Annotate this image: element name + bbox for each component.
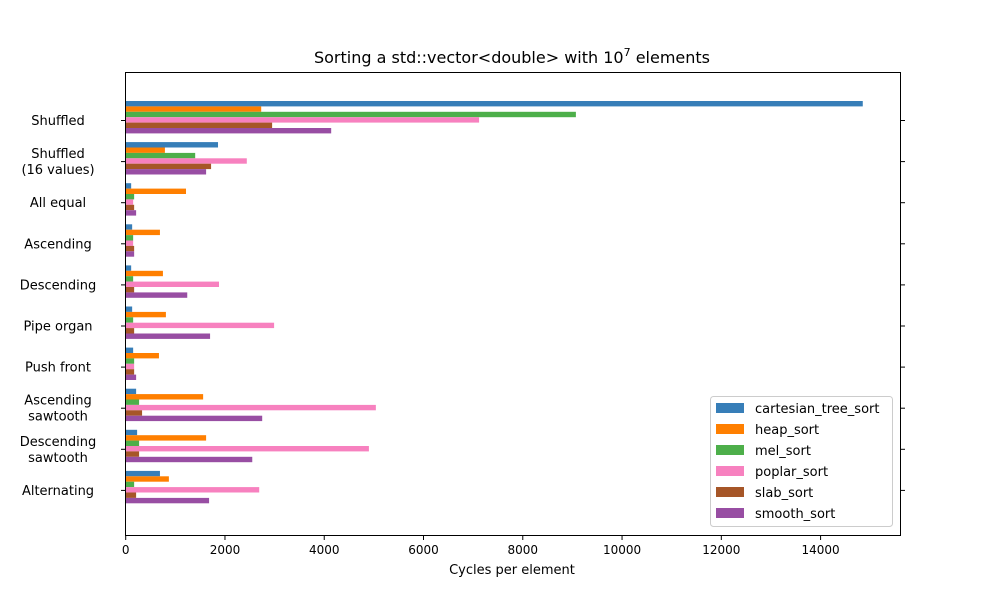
chart-title: Sorting a std::vector<double> with 107 e… — [314, 46, 710, 67]
legend-swatch — [716, 487, 744, 497]
bar-heap_sort-4 — [125, 270, 163, 277]
bar-cartesian_tree_sort-7 — [125, 388, 137, 395]
bar-poplar_sort-5 — [125, 322, 275, 329]
bar-smooth_sort-6 — [125, 374, 137, 380]
bar-slab_sort-9 — [125, 492, 137, 498]
bar-smooth_sort-2 — [125, 210, 137, 216]
legend-label: cartesian_tree_sort — [755, 402, 879, 417]
bar-heap_sort-5 — [125, 311, 166, 318]
bar-mel_sort-9 — [125, 481, 135, 488]
bar-heap_sort-7 — [125, 394, 204, 400]
bar-heap_sort-0 — [125, 106, 262, 112]
x-tick-label: 12000 — [702, 543, 740, 557]
bar-cartesian_tree_sort-0 — [125, 101, 863, 107]
bar-slab_sort-2 — [125, 204, 135, 211]
bar-mel_sort-2 — [125, 194, 135, 200]
bar-slab_sort-4 — [125, 287, 135, 293]
legend-label: mel_sort — [755, 444, 811, 459]
bar-heap_sort-3 — [125, 229, 160, 236]
bar-slab_sort-6 — [125, 369, 135, 375]
bar-mel_sort-3 — [125, 235, 134, 241]
bar-poplar_sort-8 — [125, 446, 369, 452]
bar-heap_sort-1 — [125, 147, 165, 153]
bar-poplar_sort-4 — [125, 281, 220, 287]
bar-mel_sort-4 — [125, 276, 134, 282]
y-tick-label: Alternating — [22, 484, 94, 499]
x-tick-label: 6000 — [408, 543, 439, 557]
x-axis-label: Cycles per element — [449, 563, 575, 578]
y-tick-label: Shuffled — [31, 114, 85, 129]
bar-mel_sort-8 — [125, 440, 140, 446]
bar-heap_sort-9 — [125, 476, 169, 482]
bar-poplar_sort-2 — [125, 199, 134, 205]
bar-cartesian_tree_sort-9 — [125, 470, 160, 477]
bar-mel_sort-0 — [125, 111, 576, 118]
y-tick-label: Shuffled (16 values) — [21, 147, 94, 178]
bar-heap_sort-8 — [125, 435, 207, 441]
legend-swatch — [716, 466, 744, 476]
x-tick-label: 2000 — [210, 543, 241, 557]
bar-cartesian_tree_sort-6 — [125, 347, 134, 353]
bar-poplar_sort-9 — [125, 487, 260, 493]
bar-heap_sort-2 — [125, 188, 187, 194]
bar-slab_sort-0 — [125, 122, 273, 128]
bar-cartesian_tree_sort-3 — [125, 224, 133, 230]
bar-slab_sort-7 — [125, 410, 143, 416]
bar-poplar_sort-6 — [125, 363, 135, 370]
bar-poplar_sort-7 — [125, 404, 376, 411]
bar-poplar_sort-1 — [125, 158, 247, 164]
x-tick-label: 0 — [122, 543, 130, 557]
bar-smooth_sort-3 — [125, 251, 135, 257]
bar-smooth_sort-1 — [125, 169, 207, 175]
y-tick-label: Ascending — [24, 237, 91, 252]
bar-slab_sort-5 — [125, 328, 135, 334]
bar-slab_sort-3 — [125, 245, 135, 252]
y-tick-label: Descending sawtooth — [20, 435, 97, 466]
bar-smooth_sort-5 — [125, 333, 211, 339]
bar-heap_sort-6 — [125, 353, 159, 359]
y-tick-label: All equal — [30, 196, 86, 211]
y-tick-label: Push front — [25, 361, 91, 376]
x-tick-label: 4000 — [309, 543, 340, 557]
bar-cartesian_tree_sort-2 — [125, 183, 132, 189]
y-tick-label: Descending — [20, 278, 97, 293]
bar-cartesian_tree_sort-1 — [125, 142, 219, 148]
x-tick-label: 10000 — [603, 543, 641, 557]
legend-swatch — [716, 403, 744, 413]
legend-swatch — [716, 508, 744, 518]
bar-cartesian_tree_sort-4 — [125, 265, 132, 271]
bar-mel_sort-1 — [125, 152, 196, 159]
legend-label: poplar_sort — [755, 465, 828, 480]
bar-slab_sort-1 — [125, 163, 212, 170]
legend-label: heap_sort — [755, 423, 819, 438]
plot-frame — [125, 72, 901, 536]
bar-poplar_sort-0 — [125, 117, 480, 123]
legend-label: slab_sort — [755, 486, 813, 501]
legend-box — [710, 396, 893, 527]
bar-mel_sort-7 — [125, 399, 140, 405]
bar-cartesian_tree_sort-8 — [125, 429, 138, 436]
bar-smooth_sort-0 — [125, 128, 332, 134]
bar-slab_sort-8 — [125, 451, 140, 457]
legend-swatch — [716, 424, 744, 434]
x-tick-label: 14000 — [801, 543, 839, 557]
legend-swatch — [716, 445, 744, 455]
bar-cartesian_tree_sort-5 — [125, 306, 133, 312]
bar-smooth_sort-8 — [125, 456, 253, 463]
bar-mel_sort-5 — [125, 317, 134, 323]
x-tick-label: 8000 — [508, 543, 539, 557]
y-tick-label: Pipe organ — [23, 320, 92, 335]
bar-mel_sort-6 — [125, 358, 135, 364]
bar-smooth_sort-7 — [125, 415, 263, 422]
bar-poplar_sort-3 — [125, 240, 134, 246]
y-tick-label: Ascending sawtooth — [24, 394, 91, 425]
legend-label: smooth_sort — [755, 507, 835, 522]
bar-smooth_sort-4 — [125, 292, 188, 298]
legend: cartesian_tree_sort heap_sort mel_sortpopl… — [710, 396, 893, 527]
bar-smooth_sort-9 — [125, 497, 210, 504]
